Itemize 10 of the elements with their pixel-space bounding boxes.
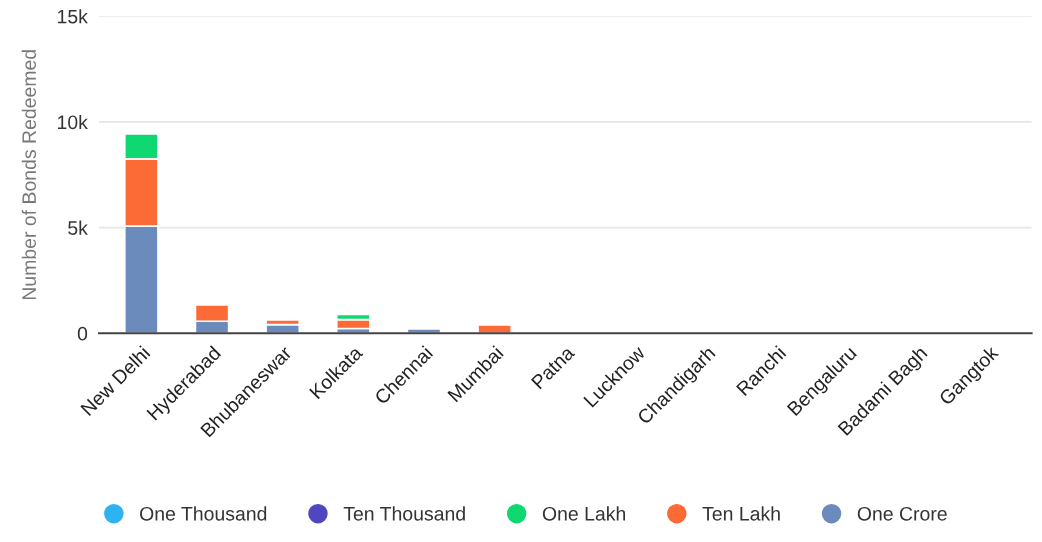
legend-label: Ten Thousand xyxy=(343,506,465,521)
legend-label: One Thousand xyxy=(140,506,267,521)
y-tick-label: 5k xyxy=(68,220,88,235)
legend-label: One Crore xyxy=(857,506,947,521)
y-tick-label: 10k xyxy=(58,114,88,130)
legend-label: One Lakh xyxy=(542,506,626,521)
y-tick-label: 0 xyxy=(77,326,88,341)
legend-label: Ten Lakh xyxy=(702,506,780,521)
y-axis-title: Number of Bonds Redeemed xyxy=(21,50,37,300)
y-tick-label: 15k xyxy=(58,9,88,24)
